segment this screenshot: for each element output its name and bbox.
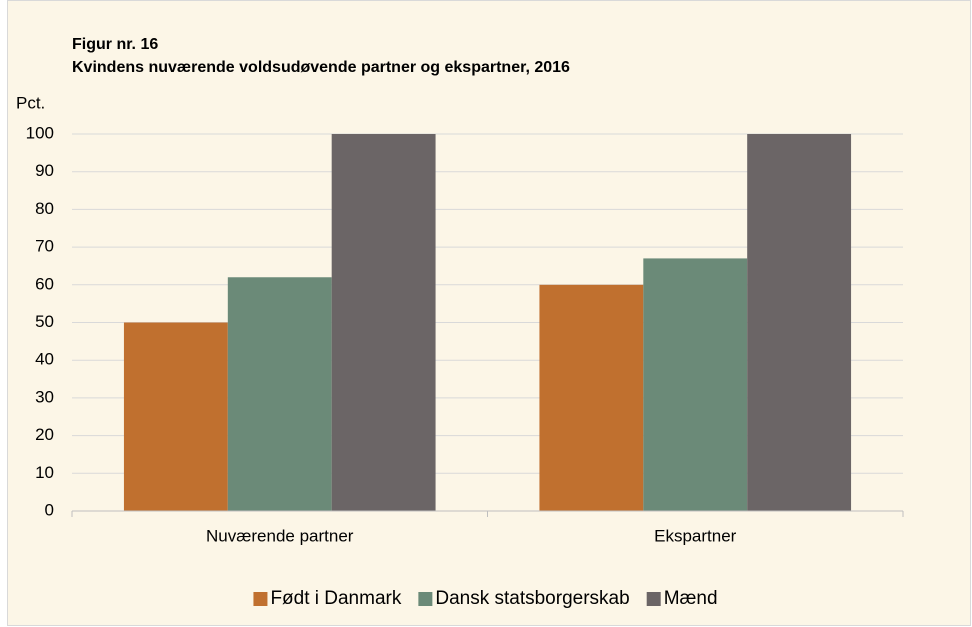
y-tick-label: 70 [35,237,54,256]
y-tick-label: 50 [35,312,54,331]
bar [539,284,644,511]
chart-subtitle: Kvindens nuværende voldsudøvende partner… [72,59,570,76]
legend-swatch [646,592,661,606]
legend-swatch [253,592,268,606]
y-tick-label: 90 [35,161,54,180]
legend-label: Dansk statsborgerskab [435,588,629,609]
x-tick-label: Ekspartner [654,526,737,545]
y-tick-label: 100 [26,123,54,142]
bar [123,322,228,511]
legend-label: Mænd [664,588,718,609]
x-tick-label: Nuværende partner [206,526,354,545]
legend-label: Født i Danmark [270,588,401,609]
y-tick-label: 10 [35,463,54,482]
y-tick-label: 80 [35,199,54,218]
bar [227,277,332,511]
bar [747,134,852,511]
legend-swatch [418,592,433,606]
y-tick-label: 60 [35,274,54,293]
y-tick-label: 0 [45,500,54,519]
y-tick-label: 20 [35,425,54,444]
y-tick-label: 30 [35,387,54,406]
bar [331,134,436,511]
bar [643,258,748,511]
chart-title: Figur nr. 16 [72,36,158,53]
y-axis-label: Pct. [16,93,45,112]
y-tick-label: 40 [35,350,54,369]
